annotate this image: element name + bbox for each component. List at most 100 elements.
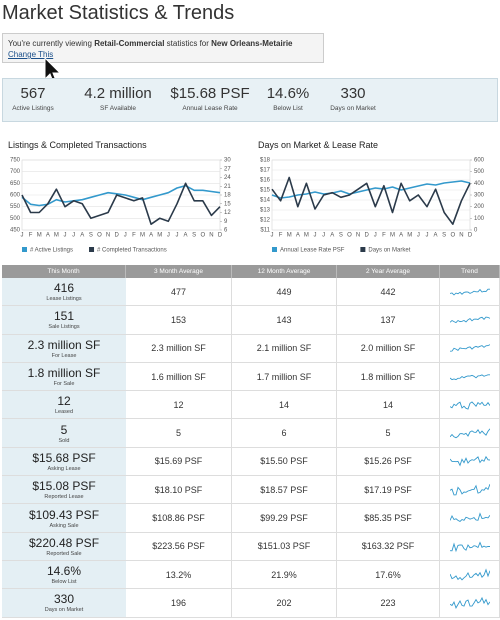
trend-cell: [440, 391, 500, 419]
legend-label: Annual Lease Rate PSF: [280, 248, 345, 254]
stat-label: Annual Lease Rate: [182, 105, 238, 112]
sparkline: [449, 316, 490, 324]
average-cell: $85.35 PSF: [337, 504, 440, 532]
average-cell: 223: [337, 589, 440, 617]
average-cell: 153: [126, 306, 232, 334]
table-row: 12 Leased 12 14 14: [2, 391, 500, 420]
current-cell: $15.68 PSF Asking Lease: [2, 447, 126, 476]
current-value: 14.6%: [46, 564, 82, 579]
metric-label: Leased: [54, 409, 74, 416]
current-cell: 151 Sale Listings: [2, 306, 126, 334]
y2-tick-label: 200: [474, 204, 485, 210]
x-tick-label: M: [157, 233, 162, 239]
average-cell: 5: [337, 419, 440, 447]
current-cell: $109.43 PSF Asking Sale: [2, 504, 126, 532]
average-cell: 449: [232, 278, 337, 306]
current-value: 330: [53, 592, 75, 607]
x-tick-label: A: [434, 233, 438, 239]
x-tick-label: F: [382, 233, 386, 239]
x-tick-label: M: [304, 233, 309, 239]
x-tick-label: O: [97, 233, 102, 239]
average-cell: $18.57 PSF: [232, 476, 337, 504]
current-value: $15.68 PSF: [32, 450, 96, 465]
change-link[interactable]: Change This: [8, 50, 54, 59]
average-cell: 6: [232, 419, 337, 447]
table-row: 2.3 million SF For Lease 2.3 million SF 2.1…: [2, 334, 500, 363]
trend-cell: [440, 476, 500, 504]
x-tick-label: J: [417, 233, 420, 239]
y2-tick-label: 400: [474, 181, 485, 187]
average-cell: 202: [232, 589, 337, 617]
notice: You're currently viewing Retail-Commerci…: [2, 33, 324, 63]
table-row: $220.48 PSF Reported Sale $223.56 PSF $151.…: [2, 532, 500, 561]
trend-cell: [440, 334, 500, 362]
current-value: $15.08 PSF: [32, 479, 96, 494]
current-value: 12: [57, 394, 71, 409]
x-tick-label: D: [115, 233, 120, 239]
average-cell: 2.3 million SF: [126, 334, 232, 362]
average-cell: 12: [126, 391, 232, 419]
metric-label: For Lease: [51, 352, 77, 359]
stat-value: 4.2 million: [84, 85, 152, 102]
average-cell: 1.7 million SF: [232, 362, 337, 391]
market-name: New Orleans-Metairie: [211, 39, 293, 48]
average-cell: $223.56 PSF: [126, 532, 232, 560]
stat: $15.68 PSF Annual Lease Rate: [160, 85, 260, 112]
current-value: 151: [53, 309, 75, 324]
y-tick-label: $14: [260, 198, 271, 204]
metric-label: Reported Sale: [46, 550, 82, 557]
header-cell: This Month: [2, 265, 126, 278]
stat-value: 14.6%: [266, 85, 310, 102]
x-tick-label: J: [21, 233, 24, 239]
x-tick-label: O: [200, 233, 205, 239]
trend-cell: [440, 447, 500, 476]
x-tick-label: F: [132, 233, 136, 239]
average-cell: $163.32 PSF: [337, 532, 440, 560]
sparkline: [449, 541, 490, 553]
table-row: $15.68 PSF Asking Lease $15.69 PSF $15.50 P…: [2, 447, 500, 477]
x-tick-label: J: [72, 233, 75, 239]
average-cell: $99.29 PSF: [232, 504, 337, 532]
sparkline-path: [449, 456, 490, 467]
average-cell: 2.0 million SF: [337, 334, 440, 362]
table-row: 14.6% Below List 13.2% 21.9% 17.6%: [2, 560, 500, 590]
y2-tick-label: 15: [224, 201, 231, 207]
sparkline: [449, 596, 490, 609]
table-row: 5 Sold 5 6 5: [2, 419, 500, 448]
x-tick-label: O: [347, 233, 352, 239]
trend-cell: [440, 560, 500, 589]
x-tick-label: A: [296, 233, 300, 239]
table-row: 1.8 million SF For Sale 1.6 million SF 1.7 …: [2, 362, 500, 392]
stat: 567 Active Listings: [0, 85, 83, 112]
average-cell: 14: [337, 391, 440, 419]
x-tick-label: A: [399, 233, 403, 239]
sparkline-path: [449, 316, 490, 324]
x-tick-label: A: [46, 233, 50, 239]
y-tick-label: $18: [260, 158, 271, 164]
header-cell: Trend: [440, 265, 500, 278]
x-tick-label: M: [37, 233, 42, 239]
average-cell: $151.03 PSF: [232, 532, 337, 560]
stat-label: Active Listings: [12, 105, 54, 112]
x-tick-label: F: [29, 233, 33, 239]
metric-label: Sold: [58, 437, 70, 444]
y-tick-label: 550: [10, 204, 21, 210]
current-value: 5: [60, 422, 68, 437]
x-tick-label: J: [271, 233, 274, 239]
property-type: Retail-Commercial: [94, 39, 165, 48]
y2-tick-label: 18: [224, 193, 231, 199]
y2-tick-label: 6: [224, 228, 228, 234]
legend-label: # Active Listings: [30, 248, 73, 254]
y-tick-label: 650: [10, 181, 21, 187]
sparkline-path: [449, 568, 490, 581]
average-cell: $15.69 PSF: [126, 447, 232, 476]
x-tick-label: A: [184, 233, 188, 239]
x-tick-label: J: [124, 233, 127, 239]
y2-tick-label: 0: [474, 228, 478, 234]
current-value: 1.8 million SF: [27, 366, 101, 381]
y2-tick-label: 21: [224, 184, 231, 190]
current-cell: 416 Lease Listings: [2, 278, 126, 306]
x-tick-label: D: [365, 233, 370, 239]
sparkline-path: [449, 373, 490, 380]
trend-cell: [440, 419, 500, 447]
